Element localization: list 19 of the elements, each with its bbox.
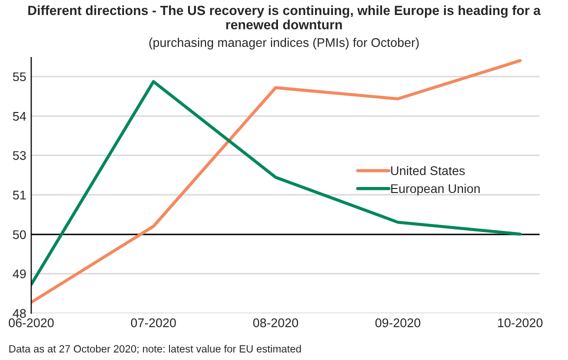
line-series: [31, 80, 522, 286]
y-tick-label: 49: [12, 269, 26, 278]
chart-subtitle: (purchasing manager indices (PMIs) for October): [149, 38, 419, 50]
text: Data as at 27 October 2020; note: latest value for EU estimated: [9, 344, 301, 354]
y-tick-label: 53: [12, 151, 26, 160]
chart-title: Different directions - The US recovery is continuing, while Europe is heading for a renewed downturn: [28, 5, 541, 30]
y-tick-label: 54: [12, 112, 26, 121]
y-tick-label: 55: [12, 72, 26, 82]
x-tick-label: 10-2020: [498, 318, 542, 328]
x-tick-label: 07-2020: [130, 318, 176, 328]
legend-label: United States: [391, 166, 465, 176]
y-tick-label: 51: [12, 190, 26, 200]
x-tick-label: 06-2020: [8, 318, 54, 328]
x-tick-label: 09-2020: [375, 318, 420, 328]
y-tick-label: 50: [12, 230, 26, 240]
x-tick-label: 08-2020: [253, 318, 298, 328]
line-series: [31, 59, 522, 304]
y-tick-label: 48: [12, 309, 26, 318]
legend-label: European Union: [391, 184, 480, 196]
